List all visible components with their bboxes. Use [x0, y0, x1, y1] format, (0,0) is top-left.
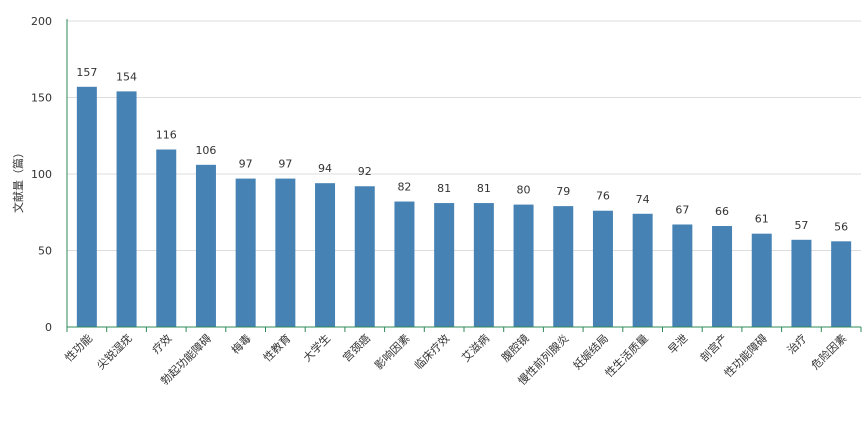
bar[interactable] [394, 201, 415, 327]
data-label: 61 [755, 213, 769, 226]
bar[interactable] [195, 164, 216, 327]
bar[interactable] [712, 226, 733, 327]
data-label: 81 [477, 182, 491, 195]
x-tick-label: 影响因素 [372, 332, 412, 372]
bar[interactable] [632, 213, 653, 327]
data-label: 97 [239, 158, 253, 171]
bar[interactable] [156, 149, 177, 327]
data-label: 97 [278, 158, 292, 171]
data-labels: 157 154 116 106 97 97 94 92 82 81 81 80 79 76 74 67 66 61… [76, 66, 848, 234]
bar[interactable] [751, 233, 772, 327]
x-tick-label: 妊娠结局 [570, 331, 611, 372]
x-tick-label: 性生活质量 [602, 331, 651, 380]
x-tick-label: 危险因素 [808, 331, 849, 372]
data-label: 56 [834, 220, 848, 233]
data-label: 82 [397, 181, 411, 194]
x-tick-label: 治疗 [784, 331, 809, 356]
bar[interactable] [235, 178, 256, 327]
data-label: 92 [358, 165, 372, 178]
data-label: 67 [675, 203, 689, 216]
y-tick-label: 50 [38, 245, 52, 258]
data-label: 76 [596, 190, 610, 203]
x-tick-label: 疗效 [149, 331, 174, 356]
bar[interactable] [791, 239, 812, 327]
x-tick-label: 腹腔镜 [498, 331, 531, 364]
data-label: 66 [715, 205, 729, 218]
bars [76, 86, 852, 327]
x-tick-label: 剖宫产 [697, 331, 730, 364]
x-tick-label: 性教育 [260, 331, 293, 364]
bar[interactable] [76, 86, 97, 327]
data-label: 79 [556, 185, 570, 198]
grid-lines [67, 20, 861, 251]
axes [66, 19, 862, 332]
data-label: 74 [636, 193, 650, 206]
y-tick-label: 200 [31, 15, 52, 28]
x-tick-label: 早泄 [666, 332, 691, 357]
data-label: 116 [156, 129, 177, 142]
y-axis-title: 文献量（篇） [11, 147, 25, 213]
data-label: 80 [517, 184, 531, 197]
x-tick-label: 宫颈癌 [340, 331, 373, 364]
bar[interactable] [672, 224, 693, 327]
bar[interactable] [592, 210, 613, 327]
data-label: 154 [116, 70, 137, 83]
x-tick-label: 性功能障碍 [721, 331, 770, 380]
y-tick-labels: 0 50 100 150 200 [31, 15, 52, 334]
bar[interactable] [315, 183, 336, 327]
data-label: 94 [318, 162, 332, 175]
x-tick-label: 大学生 [300, 331, 333, 364]
bar[interactable] [831, 241, 852, 327]
bar[interactable] [513, 204, 534, 327]
data-label: 81 [437, 182, 451, 195]
y-tick-label: 150 [31, 92, 52, 105]
x-tick-label: 性功能 [62, 331, 95, 364]
bar[interactable] [354, 186, 375, 327]
bar[interactable] [116, 91, 137, 327]
data-label: 157 [76, 66, 97, 79]
bar[interactable] [434, 203, 455, 327]
bar[interactable] [473, 203, 494, 327]
bar[interactable] [553, 206, 574, 327]
y-tick-label: 0 [45, 321, 52, 334]
x-tick-label: 梅毒 [228, 331, 253, 356]
y-tick-label: 100 [31, 168, 52, 181]
x-tick-label: 尖锐湿疣 [94, 331, 135, 372]
x-tick-label: 临床疗效 [411, 331, 452, 372]
bar[interactable] [275, 178, 296, 327]
data-label: 106 [195, 144, 216, 157]
x-tick-label: 艾滋病 [459, 331, 492, 364]
data-label: 57 [794, 219, 808, 232]
